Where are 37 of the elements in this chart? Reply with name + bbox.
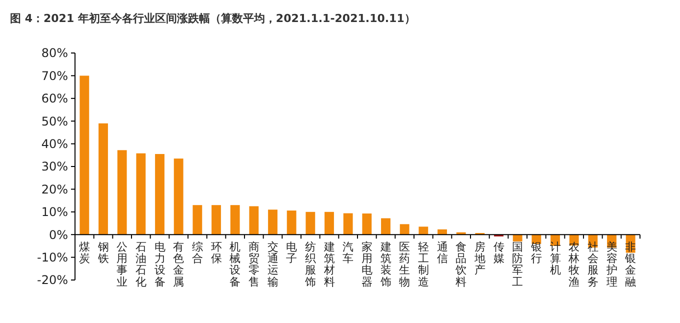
x-tick-label: 石油石化	[135, 240, 146, 288]
x-tick-label: 汽车	[342, 240, 354, 266]
x-tick-label: 食品饮料	[454, 240, 467, 288]
y-tick-label: 30%	[41, 160, 68, 174]
x-tick-label: 轻工制造	[418, 240, 429, 288]
x-tick-label: 煤炭	[78, 240, 90, 266]
y-tick-label: 40%	[41, 137, 68, 151]
x-tick-label: 建筑装饰	[379, 240, 392, 288]
x-tick-label: 房地产	[473, 240, 486, 277]
x-tick-label: 钢铁	[96, 240, 109, 266]
y-tick-label: 0%	[48, 228, 68, 242]
y-tick-label: 60%	[41, 92, 68, 106]
x-tick-label: 医药生物	[399, 240, 410, 288]
x-tick-label: 商贸零售	[248, 240, 260, 288]
x-tick-label: 通信	[436, 240, 448, 266]
y-tick-label: -10%	[36, 250, 68, 264]
y-tick-label: 10%	[41, 205, 68, 220]
y-tick-label: 70%	[41, 68, 68, 83]
x-tick-label: 银行	[530, 240, 542, 266]
y-tick-label: 80%	[41, 46, 68, 60]
x-tick-label: 公用事业	[116, 240, 128, 288]
x-tick-label: 综合	[192, 240, 203, 266]
x-tick-label: 机械设备	[230, 240, 241, 288]
x-tick-label: 家用电器	[361, 240, 372, 288]
y-tick-label: 50%	[41, 114, 68, 128]
x-tick-label: 建筑材料	[322, 240, 335, 288]
chart-title: 图 4：2021 年初至今各行业区间涨跌幅（算数平均，2021.1.1-2021.10.11）	[10, 12, 416, 25]
x-tick-label: 电子	[286, 240, 298, 266]
y-tick-label: -20%	[36, 273, 68, 288]
x-tick-label: 环保	[210, 240, 222, 266]
x-tick-label: 传媒	[493, 240, 504, 266]
x-tick-label: 交通运输	[267, 240, 278, 288]
x-tick-label: 有色金属	[173, 240, 184, 288]
x-tick-label: 国防军工	[512, 240, 524, 288]
y-tick-label: 20%	[41, 182, 68, 196]
x-tick-label: 纺织服饰	[304, 240, 316, 288]
x-tick-label: 电力设备	[154, 240, 166, 288]
